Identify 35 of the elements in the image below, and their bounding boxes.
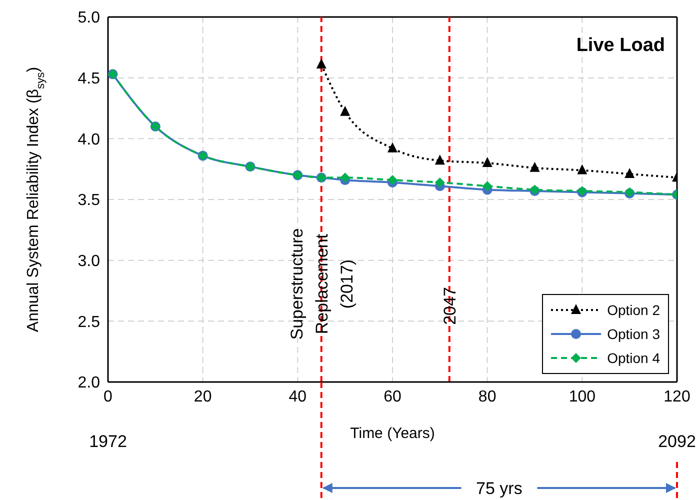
- x-tick-label: 0: [104, 388, 113, 406]
- point: [434, 177, 445, 188]
- x-axis-title: Time (Years): [350, 425, 435, 442]
- point: [388, 142, 398, 152]
- point: [530, 162, 540, 172]
- x-tick-label: 40: [288, 388, 307, 406]
- point: [316, 58, 326, 68]
- text: 2092: [658, 432, 696, 451]
- point: [340, 106, 350, 116]
- legend-label: Option 3: [607, 326, 660, 342]
- x-tick-label: 20: [194, 388, 212, 406]
- y-tick-label: 4.0: [78, 131, 100, 148]
- point: [577, 164, 588, 174]
- ref-line-label: Superstructure Replacement (2017): [287, 228, 356, 340]
- point: [624, 168, 635, 178]
- y-tick-label: 2.5: [78, 314, 100, 331]
- y-tick-label: 3.5: [78, 192, 100, 210]
- legend-label: Option 4: [607, 350, 660, 366]
- x-tick-label: 80: [478, 388, 496, 406]
- y-tick-label: 4.5: [78, 70, 100, 88]
- y-tick-label: 2.0: [78, 374, 100, 392]
- legend-label: Option 2: [607, 302, 660, 318]
- point: [482, 157, 492, 167]
- text: Live Load: [576, 35, 665, 56]
- x-tick-label: 100: [568, 388, 596, 406]
- point: [340, 172, 350, 183]
- x-tick-label: 60: [384, 388, 402, 406]
- y-tick-label: 3.0: [78, 253, 100, 270]
- text: 75 yrs: [476, 479, 522, 498]
- annotation: 2047: [440, 287, 460, 325]
- point: [482, 181, 492, 192]
- y-tick-label: 5.0: [78, 10, 100, 27]
- point: [434, 154, 445, 165]
- x-tick-label: 120: [664, 388, 690, 406]
- text: 1972: [89, 432, 127, 451]
